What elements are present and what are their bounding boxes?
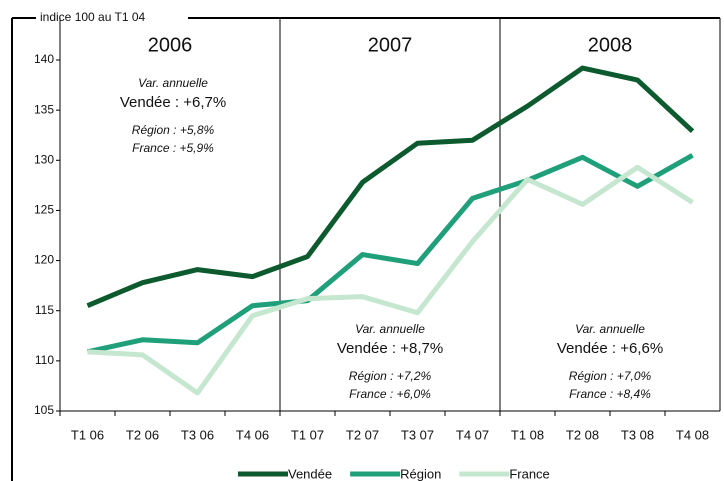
legend-label: France [509, 466, 549, 481]
legend-label: Région [400, 466, 441, 481]
y-tick-label: 130 [34, 152, 54, 166]
annotation: Vendée : +8,7% [337, 340, 443, 357]
year-label: 2008 [588, 34, 633, 56]
y-tick-label: 120 [34, 253, 54, 267]
x-tick-label: T2 07 [346, 427, 379, 442]
y-tick-label: 110 [35, 353, 54, 367]
year-label: 2007 [368, 34, 413, 56]
annotation: France : +8,4% [569, 387, 651, 401]
x-tick-label: T3 08 [621, 427, 654, 442]
annotation: Vendée : +6,7% [120, 94, 226, 111]
annotation: France : +5,9% [132, 141, 214, 155]
x-tick-label: T2 06 [126, 427, 159, 442]
x-tick-label: T4 08 [676, 427, 709, 442]
x-tick-label: T1 07 [291, 427, 324, 442]
annotation: Var. annuelle [575, 322, 645, 336]
x-tick-label: T3 07 [401, 427, 434, 442]
y-tick-label: 125 [34, 203, 54, 217]
annotation: France : +6,0% [349, 387, 431, 401]
legend-label: Vendée [288, 466, 332, 481]
annotation: Vendée : +6,6% [557, 340, 663, 357]
line-series [86, 153, 694, 355]
annotation: Var. annuelle [138, 76, 208, 90]
x-tick-label: T4 06 [236, 427, 269, 442]
y-tick-label: 105 [34, 403, 54, 417]
x-tick-label: T3 06 [181, 427, 214, 442]
x-tick-label: T4 07 [456, 427, 489, 442]
year-label: 2006 [148, 34, 193, 56]
annotation: Région : +7,2% [349, 369, 432, 383]
y-tick-label: 140 [34, 52, 54, 66]
annotation: Var. annuelle [355, 322, 425, 336]
line-series [86, 65, 695, 309]
x-tick-label: T1 06 [71, 427, 104, 442]
y-tick-label: 115 [35, 303, 54, 317]
annotation: Région : +5,8% [132, 123, 215, 137]
annotation: Région : +7,0% [569, 369, 652, 383]
x-tick-label: T1 08 [511, 427, 544, 442]
x-tick-label: T2 08 [566, 427, 599, 442]
line-series [87, 164, 694, 396]
y-tick-label: 135 [34, 102, 54, 116]
chart-title: indice 100 au T1 04 [40, 10, 146, 24]
